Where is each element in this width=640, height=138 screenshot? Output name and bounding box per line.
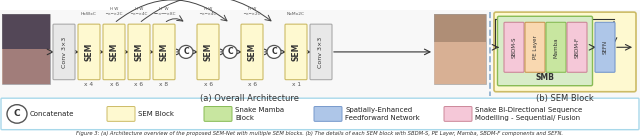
FancyBboxPatch shape — [128, 24, 150, 80]
Text: H W
─×─×2C: H W ─×─×2C — [105, 7, 123, 16]
Text: x 6: x 6 — [134, 83, 143, 87]
Text: SEM: SEM — [159, 43, 168, 61]
Text: C: C — [271, 47, 277, 56]
Text: Figure 3: (a) Architecture overview of the proposed SEM-Net with multiple SEM bl: Figure 3: (a) Architecture overview of t… — [77, 131, 563, 136]
FancyBboxPatch shape — [434, 14, 486, 42]
FancyBboxPatch shape — [434, 42, 486, 84]
Text: C: C — [13, 109, 20, 118]
Text: H  W
──×──×8C: H W ──×──×8C — [153, 7, 175, 16]
FancyBboxPatch shape — [1, 98, 639, 130]
Text: x 1: x 1 — [291, 83, 301, 87]
FancyBboxPatch shape — [197, 24, 219, 80]
Text: Snake Mamba
Block: Snake Mamba Block — [235, 107, 284, 121]
Text: SEM: SEM — [204, 43, 212, 61]
FancyBboxPatch shape — [103, 24, 125, 80]
Text: C: C — [227, 47, 233, 56]
Text: Mamba: Mamba — [554, 37, 559, 58]
Text: HxWxC: HxWxC — [81, 12, 97, 16]
FancyBboxPatch shape — [444, 107, 472, 121]
Text: H W
─×─×2C: H W ─×─×2C — [243, 7, 260, 16]
Text: x 6: x 6 — [109, 83, 118, 87]
Text: x 6: x 6 — [248, 83, 257, 87]
FancyBboxPatch shape — [241, 24, 263, 80]
FancyBboxPatch shape — [2, 14, 50, 49]
FancyBboxPatch shape — [2, 49, 50, 84]
Circle shape — [179, 45, 193, 58]
FancyBboxPatch shape — [204, 107, 232, 121]
FancyBboxPatch shape — [525, 22, 545, 72]
FancyBboxPatch shape — [314, 107, 342, 121]
Circle shape — [7, 105, 27, 123]
Text: PE Layer: PE Layer — [532, 35, 538, 59]
Text: Conv 3×3: Conv 3×3 — [319, 36, 323, 67]
Text: Spatially-Enhanced
Feedforward Network: Spatially-Enhanced Feedforward Network — [345, 107, 420, 121]
Text: Snake Bi-Directional Sequence
Modelling - Sequential/ Fusion: Snake Bi-Directional Sequence Modelling … — [475, 107, 582, 121]
FancyBboxPatch shape — [504, 22, 524, 72]
FancyBboxPatch shape — [497, 16, 593, 86]
Text: SEM: SEM — [84, 43, 93, 61]
FancyBboxPatch shape — [434, 14, 486, 84]
Text: H W
─×─×4C: H W ─×─×4C — [131, 7, 148, 16]
Text: SEM: SEM — [248, 43, 257, 61]
Text: SEM: SEM — [291, 43, 301, 61]
Text: x 6: x 6 — [204, 83, 212, 87]
Text: SMB: SMB — [536, 73, 554, 83]
Text: SBDM-S: SBDM-S — [511, 37, 516, 58]
Text: (b) SEM Block: (b) SEM Block — [536, 94, 594, 103]
FancyBboxPatch shape — [494, 12, 636, 92]
FancyBboxPatch shape — [546, 22, 566, 72]
Text: C: C — [183, 47, 189, 56]
FancyBboxPatch shape — [107, 107, 135, 121]
Text: (a) Overall Architecture: (a) Overall Architecture — [200, 94, 300, 103]
Text: SEM: SEM — [109, 43, 118, 61]
Text: SEFN: SEFN — [602, 40, 607, 54]
Text: SBDM-F: SBDM-F — [575, 37, 579, 58]
Text: Concatenate: Concatenate — [30, 111, 74, 117]
FancyBboxPatch shape — [2, 14, 50, 84]
FancyBboxPatch shape — [595, 22, 615, 72]
FancyBboxPatch shape — [567, 22, 587, 72]
FancyBboxPatch shape — [0, 10, 640, 98]
FancyBboxPatch shape — [310, 24, 332, 80]
FancyBboxPatch shape — [78, 24, 100, 80]
FancyBboxPatch shape — [285, 24, 307, 80]
FancyBboxPatch shape — [53, 24, 75, 80]
Circle shape — [223, 45, 237, 58]
Text: x 4: x 4 — [84, 83, 93, 87]
Text: NxMx2C: NxMx2C — [287, 12, 305, 16]
Text: x 8: x 8 — [159, 83, 168, 87]
Circle shape — [267, 45, 281, 58]
Text: SEM Block: SEM Block — [138, 111, 174, 117]
Text: H W
─×─×4C: H W ─×─×4C — [199, 7, 217, 16]
Text: SEM: SEM — [134, 43, 143, 61]
FancyBboxPatch shape — [153, 24, 175, 80]
Text: Conv 3×3: Conv 3×3 — [61, 36, 67, 67]
